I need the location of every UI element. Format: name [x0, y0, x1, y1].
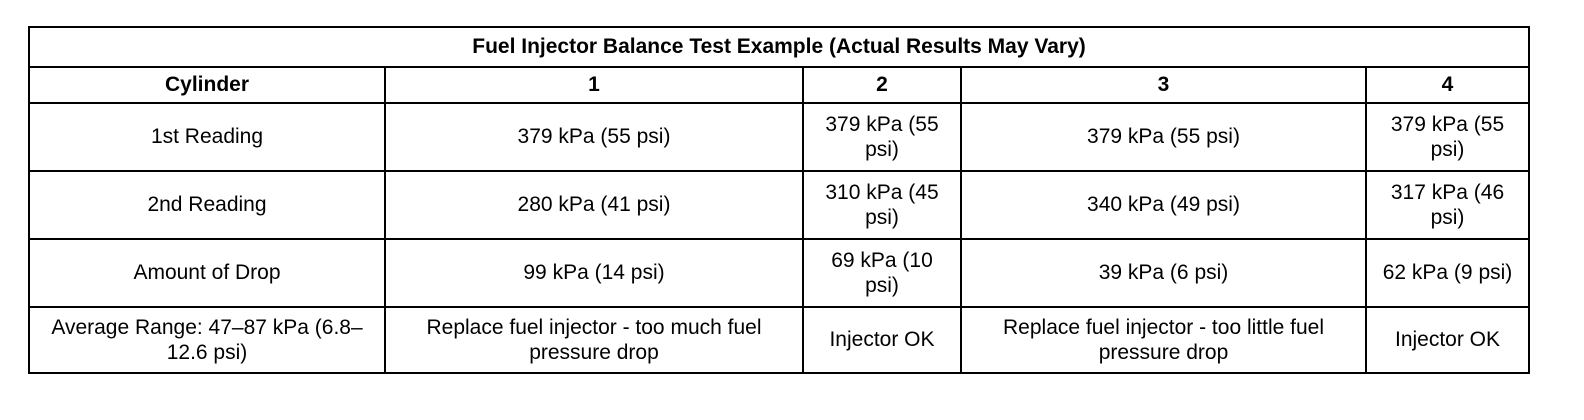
table-cell: Injector OK: [802, 306, 962, 374]
table-row-amount-of-drop: Amount of Drop 99 kPa (14 psi) 69 kPa (1…: [28, 238, 1531, 308]
table-cell: 379 kPa (55 psi): [802, 102, 962, 172]
table-cell: Injector OK: [1364, 306, 1531, 374]
table-cell: Replace fuel injector - too much fuel pr…: [384, 306, 804, 374]
table-cell: 340 kPa (49 psi): [960, 170, 1367, 240]
table-cell: Replace fuel injector - too little fuel …: [960, 306, 1367, 374]
row-label: 2nd Reading: [28, 170, 386, 240]
table-row-2nd-reading: 2nd Reading 280 kPa (41 psi) 310 kPa (45…: [28, 170, 1531, 240]
row-label: Average Range: 47–87 kPa (6.8–12.6 psi): [28, 306, 386, 374]
table-title: Fuel Injector Balance Test Example (Actu…: [27, 26, 1531, 68]
column-header-cylinder-4: 4: [1364, 66, 1531, 104]
table-cell: 280 kPa (41 psi): [384, 170, 804, 240]
table-row-average-range: Average Range: 47–87 kPa (6.8–12.6 psi) …: [28, 306, 1531, 374]
column-header-cylinder: Cylinder: [28, 66, 386, 104]
table-cell: 69 kPa (10 psi): [802, 238, 962, 308]
table-cell: 310 kPa (45 psi): [802, 170, 962, 240]
table-cell: 62 kPa (9 psi): [1364, 238, 1531, 308]
table-cell: 39 kPa (6 psi): [960, 238, 1367, 308]
table-header-row: Cylinder 1 2 3 4: [28, 66, 1531, 104]
fuel-injector-balance-table: Fuel Injector Balance Test Example (Actu…: [27, 26, 1531, 374]
table-row-1st-reading: 1st Reading 379 kPa (55 psi) 379 kPa (55…: [28, 102, 1531, 172]
table-title-row: Fuel Injector Balance Test Example (Actu…: [27, 26, 1531, 68]
column-header-cylinder-1: 1: [384, 66, 804, 104]
column-header-cylinder-2: 2: [802, 66, 962, 104]
column-header-cylinder-3: 3: [960, 66, 1367, 104]
table-cell: 317 kPa (46 psi): [1364, 170, 1531, 240]
row-label: Amount of Drop: [28, 238, 386, 308]
table-cell: 379 kPa (55 psi): [960, 102, 1367, 172]
table-cell: 379 kPa (55 psi): [384, 102, 804, 172]
table-cell: 99 kPa (14 psi): [384, 238, 804, 308]
table-cell: 379 kPa (55 psi): [1364, 102, 1531, 172]
row-label: 1st Reading: [28, 102, 386, 172]
